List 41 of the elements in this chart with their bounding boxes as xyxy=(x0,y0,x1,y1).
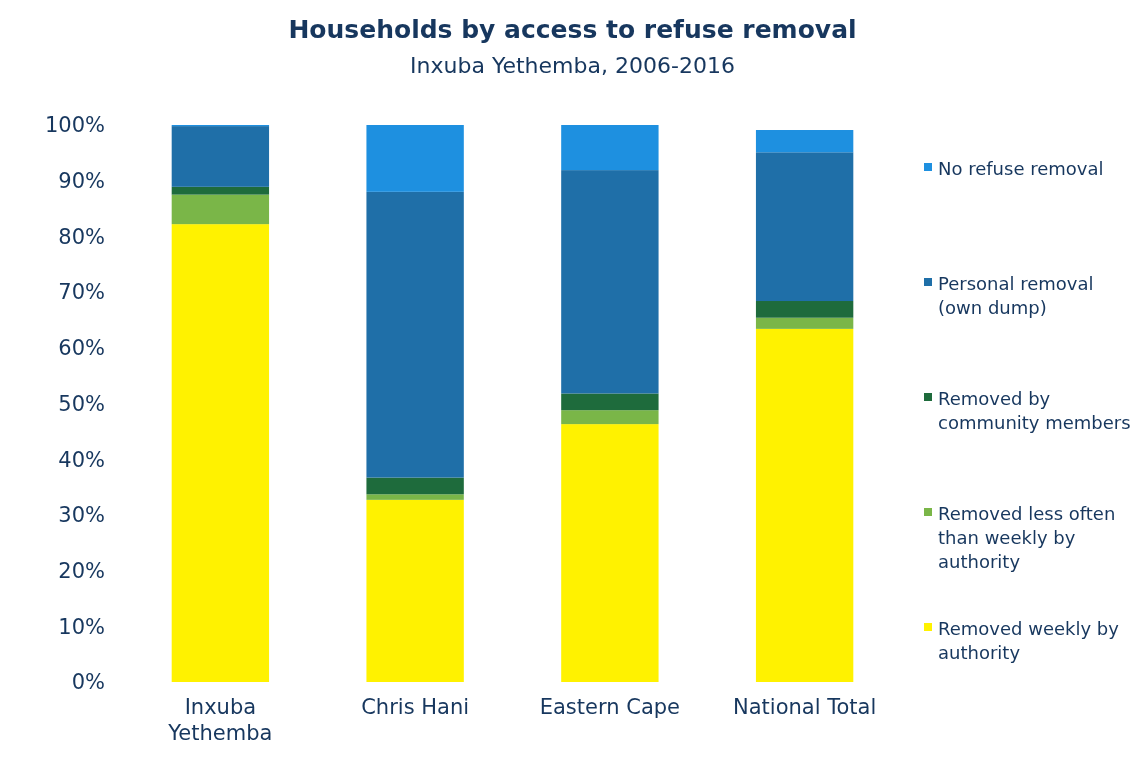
x-tick-label: Eastern Cape xyxy=(539,695,681,719)
x-tick-label: Inxuba Yethemba xyxy=(167,695,273,745)
y-tick-label: 0% xyxy=(71,670,105,695)
bar xyxy=(755,301,854,318)
bar xyxy=(366,494,464,500)
bar xyxy=(755,130,854,153)
bar xyxy=(561,424,659,682)
bar xyxy=(171,186,270,195)
y-tick-label: 60% xyxy=(58,336,105,361)
x-tick-label: Chris Hani xyxy=(361,695,470,719)
y-tick-label: 100% xyxy=(44,113,105,138)
x-tick-label: National Total xyxy=(733,695,877,719)
y-tick-label: 70% xyxy=(58,280,105,305)
bar xyxy=(171,194,270,225)
y-tick-label: 30% xyxy=(58,503,105,528)
y-tick-label: 90% xyxy=(58,169,105,194)
bar xyxy=(366,125,464,192)
y-tick-label: 10% xyxy=(58,614,105,639)
bar xyxy=(366,191,464,478)
y-tick-label: 40% xyxy=(58,447,105,472)
bar xyxy=(171,224,270,682)
legend-label: Removed less often than weekly by authority xyxy=(938,503,1116,573)
bar xyxy=(755,317,854,329)
legend-label: Removed weekly by authority xyxy=(938,618,1120,664)
y-tick-label: 50% xyxy=(58,391,105,416)
legend-label: No refuse removal xyxy=(938,158,1104,180)
chart-title: Households by access to refuse removal xyxy=(288,15,857,44)
y-tick-label: 20% xyxy=(58,558,105,583)
chart-subtitle: Inxuba Yethemba, 2006-2016 xyxy=(410,53,735,78)
legend-label: Personal removal (own dump) xyxy=(938,273,1094,319)
bar xyxy=(366,499,464,682)
bar xyxy=(561,125,659,171)
bar xyxy=(171,126,270,187)
bar xyxy=(755,152,854,302)
bar xyxy=(561,410,659,425)
legend-label: Removed by community members xyxy=(938,388,1131,434)
bar xyxy=(366,477,464,495)
bar xyxy=(561,170,659,394)
bar xyxy=(755,328,854,682)
bar xyxy=(561,393,659,411)
y-tick-label: 80% xyxy=(58,224,105,249)
